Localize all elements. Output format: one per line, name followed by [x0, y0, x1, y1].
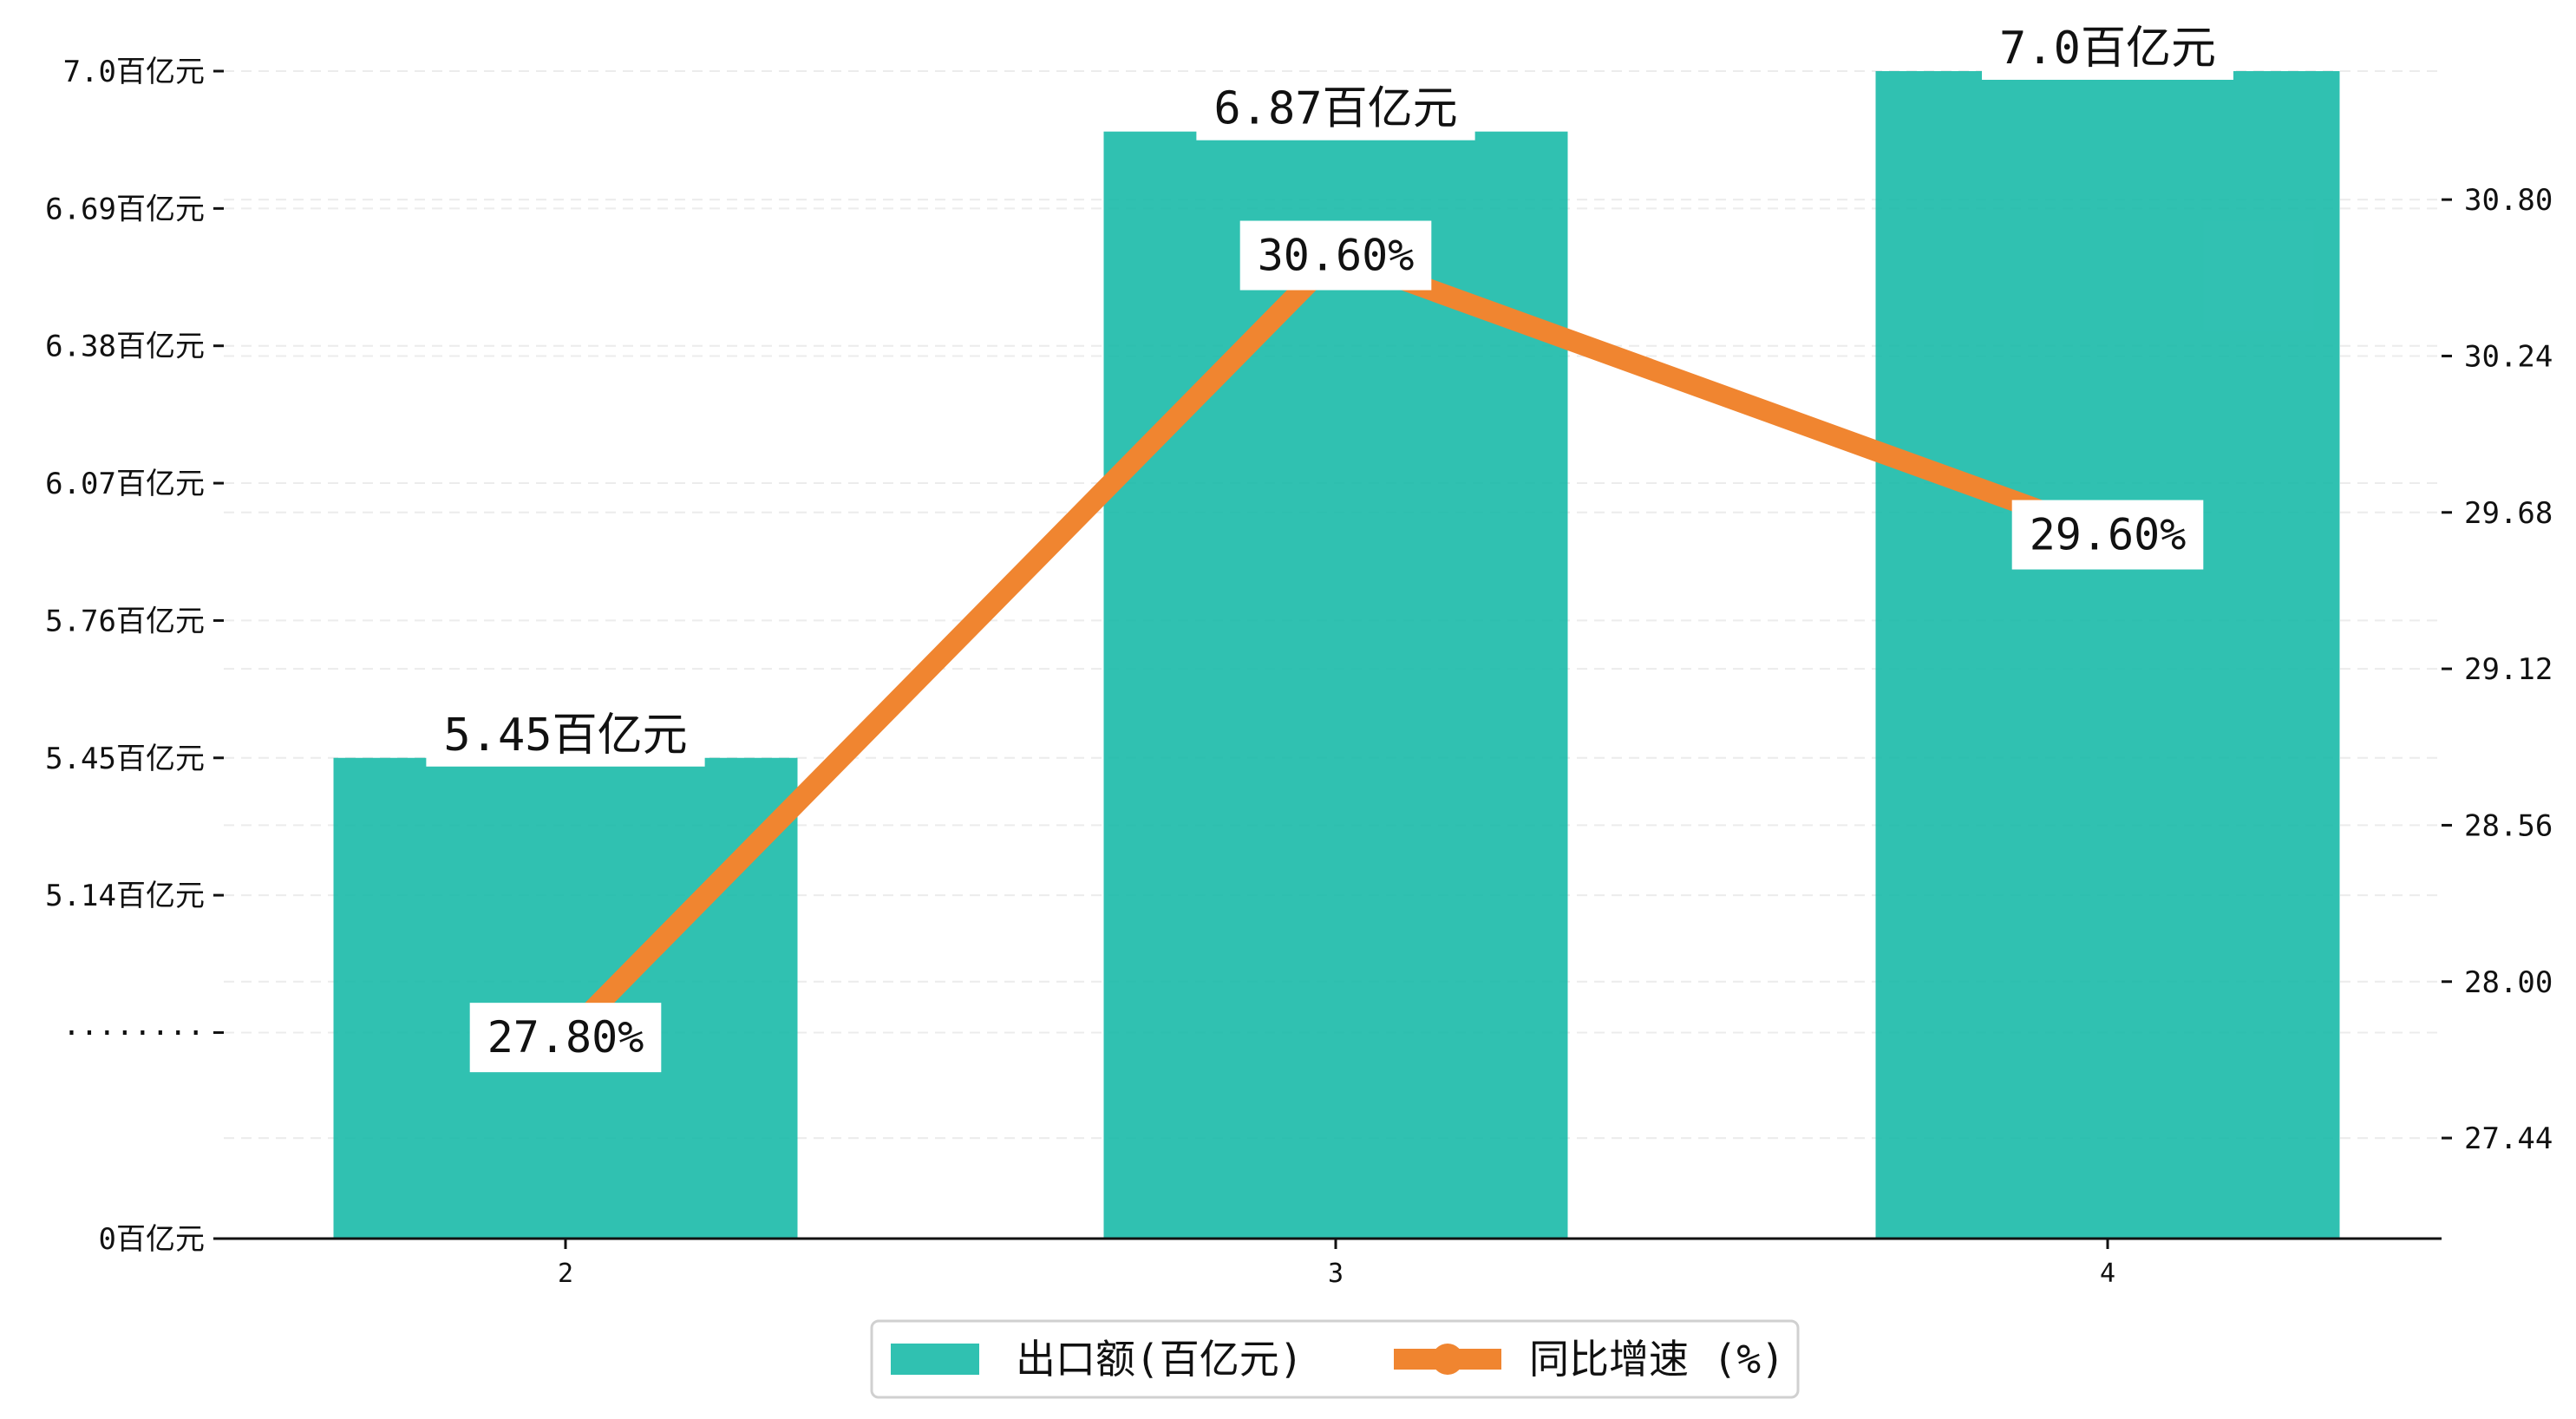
- bar-data-label: 5.45百亿元: [426, 703, 705, 767]
- right-tick-label: 30.80: [2464, 183, 2553, 218]
- bar-data-label: 7.0百亿元: [1982, 17, 2233, 80]
- legend-line-marker: [1432, 1344, 1463, 1375]
- left-tick-label: 6.38百亿元: [45, 330, 205, 364]
- left-tick-label: 7.0百亿元: [63, 55, 205, 89]
- right-tick-label: 28.56: [2464, 808, 2553, 843]
- bar-data-label-box: [1196, 77, 1475, 141]
- line-data-label-box: [1239, 220, 1432, 291]
- left-tick-label: ········: [62, 1016, 205, 1050]
- legend-line-label: 同比增速 (%): [1529, 1336, 1785, 1383]
- bar-2: [333, 757, 798, 1239]
- bar-data-label-text: 5.45百亿元: [443, 710, 687, 762]
- legend-bar-swatch: [891, 1344, 979, 1375]
- legend-bar-label: 出口额(百亿元): [1016, 1336, 1303, 1383]
- bar-data-label-box: [1982, 17, 2233, 80]
- data-labels: 5.45百亿元 6.87百亿元 7.0百亿元 27.80% 30.60% 29.60%: [426, 17, 2233, 1073]
- axes: 0百亿元 ········ 5.14百亿元 5.45百亿元 5.76百亿元 6.07百亿元…: [45, 55, 2553, 1289]
- x-tick-label: 2: [558, 1259, 573, 1289]
- left-tick-label: 6.07百亿元: [45, 467, 205, 501]
- bar-data-label-text: 7.0百亿元: [1999, 23, 2216, 75]
- left-tick-label: 5.76百亿元: [45, 604, 205, 638]
- left-tick-label: 5.45百亿元: [45, 742, 205, 776]
- bar-series: [333, 71, 2340, 1239]
- left-tick-label: 0百亿元: [99, 1222, 205, 1257]
- legend-box: [870, 1319, 1800, 1399]
- left-tick-label: 6.69百亿元: [45, 192, 205, 226]
- x-tick-label: 3: [1328, 1259, 1344, 1289]
- x-tick-label: 4: [2100, 1259, 2115, 1289]
- legend: 出口额(百亿元) 同比增速 (%): [870, 1319, 1800, 1399]
- line-data-label-text: 30.60%: [1258, 231, 1415, 281]
- line-data-label-box: [469, 1003, 662, 1073]
- bar-data-label-box: [426, 703, 705, 767]
- left-tick-label: 5.14百亿元: [45, 879, 205, 913]
- line-data-label-box: [2011, 500, 2204, 570]
- line-data-label: 27.80%: [469, 1003, 662, 1073]
- right-tick-label: 30.24: [2464, 339, 2553, 374]
- right-tick-label: 28.00: [2464, 965, 2553, 1000]
- line-data-label-text: 29.60%: [2030, 510, 2187, 560]
- line-data-label: 30.60%: [1239, 220, 1432, 291]
- right-tick-label: 27.44: [2464, 1121, 2553, 1156]
- right-tick-label: 29.68: [2464, 496, 2553, 531]
- line-data-label: 29.60%: [2011, 500, 2204, 570]
- right-tick-label: 29.12: [2464, 652, 2553, 687]
- bar-data-label-text: 6.87百亿元: [1213, 83, 1457, 135]
- bar-3: [1103, 131, 1568, 1239]
- line-data-label-text: 27.80%: [487, 1012, 644, 1063]
- bar-4: [1875, 71, 2340, 1239]
- bar-data-label: 6.87百亿元: [1196, 77, 1475, 141]
